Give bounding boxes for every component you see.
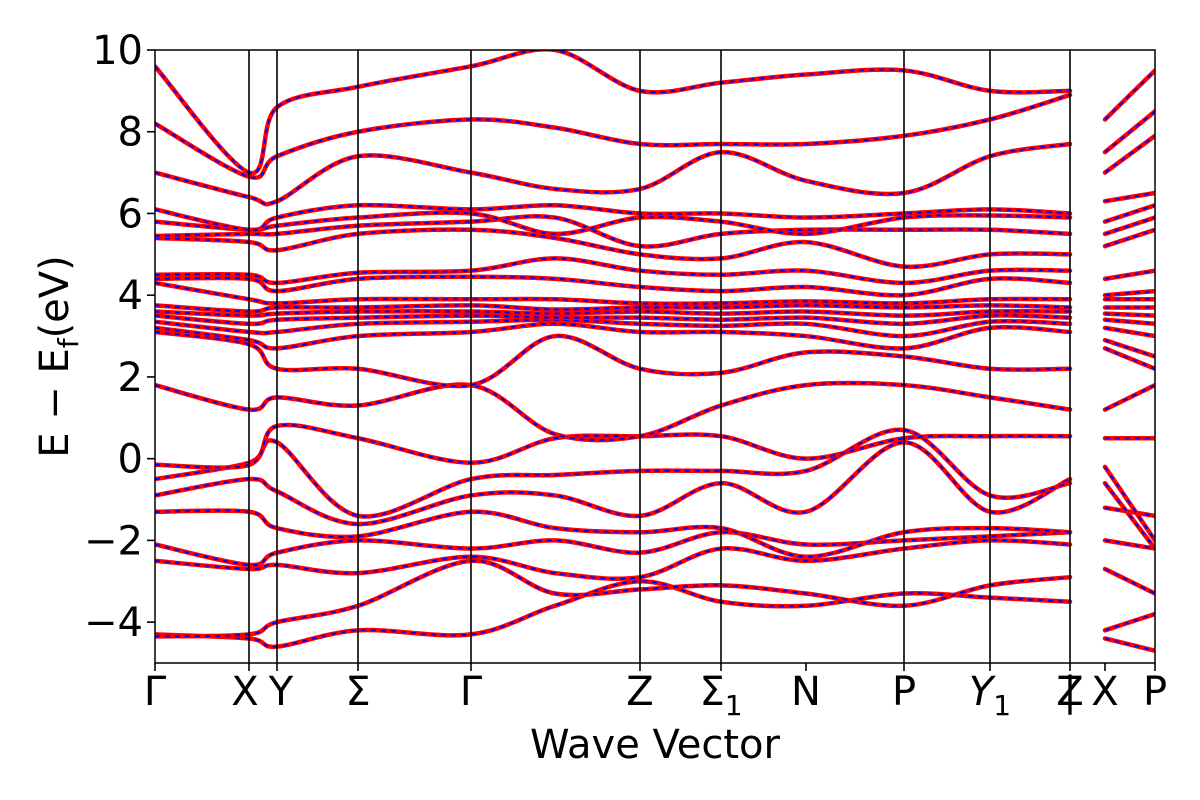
x-tick-label-9-sub: 1 <box>993 689 1011 722</box>
band-16-seg-1-blue <box>1104 290 1155 297</box>
band-11-seg-1-blue <box>1104 326 1155 338</box>
y-axis: −4 −2 0 2 4 6 8 10 <box>84 28 155 646</box>
x-tick-label-3: Σ <box>345 669 370 715</box>
band-1-seg-0-blue <box>155 559 1071 638</box>
band-8-seg-1-red <box>1102 382 1155 412</box>
x-tick-label-12: P <box>1143 669 1167 715</box>
band-23-seg-0-red <box>155 92 1073 180</box>
band-10-seg-0-red <box>155 321 1073 351</box>
x-axis: Γ X Y Σ Γ Z Σ1 N P Y1 Z X P| <box>144 663 1167 722</box>
x-tick-label-2-main: Y <box>268 669 294 715</box>
path-break-label: | <box>1063 669 1076 715</box>
y-tick-label-0: −4 <box>84 600 143 646</box>
y-tick-label-7: 10 <box>92 28 143 74</box>
x-tick-label-3-main: Σ <box>345 669 370 715</box>
x-tick-label-4: Γ <box>460 669 483 715</box>
band-6-seg-0-red <box>155 427 1073 519</box>
x-tick-label-4-main: Γ <box>460 669 483 715</box>
band-20-seg-1-blue <box>1104 204 1155 223</box>
band-9-seg-1-blue <box>1104 347 1155 370</box>
x-tick-label-0: Γ <box>144 669 167 715</box>
plot-frame <box>154 49 1156 664</box>
x-tick-label-12-main: P <box>1143 669 1167 715</box>
x-tick-label-7-main: N <box>791 669 821 715</box>
band-21-seg-0-blue <box>155 204 1071 231</box>
x-tick-label-6-main: Σ <box>699 669 724 715</box>
band-9-seg-1-red <box>1102 346 1155 372</box>
band-13-seg-0-red <box>155 308 1073 318</box>
band-22-seg-0-red <box>155 141 1073 207</box>
y-tick-label-4: 4 <box>118 273 143 319</box>
band-18-seg-0-red <box>155 227 1073 270</box>
bands-layer <box>155 50 1155 653</box>
x-tick-label-9: Y1 <box>969 669 1011 722</box>
x-tick-label-10: Z <box>1056 669 1083 715</box>
y-axis-title-unit: (eV) <box>32 255 78 338</box>
band-4-seg-0-blue <box>155 509 1071 558</box>
band-2-seg-0-blue <box>155 539 1071 580</box>
band-22-seg-1-blue <box>1104 135 1155 174</box>
band-21-seg-1-blue <box>1104 192 1155 203</box>
x-tick-label-6-sub: 1 <box>725 689 743 722</box>
band-13-seg-1-blue <box>1104 312 1155 317</box>
x-tick-label-1: X <box>231 669 258 715</box>
band-23-seg-0-blue <box>155 93 1071 179</box>
band-8-seg-0-red <box>155 380 1073 443</box>
y-tick-label-5: 6 <box>118 191 143 237</box>
band-1-seg-0-red <box>155 558 1073 639</box>
x-tick-label-10-main: Z <box>1056 669 1083 715</box>
x-tick-label-5: Z <box>626 669 653 715</box>
x-tick-label-9-main: Y <box>969 669 997 715</box>
band-4-seg-1-blue <box>1104 506 1155 517</box>
band-17-seg-0-red <box>155 256 1073 286</box>
x-tick-label-11: X <box>1091 669 1118 715</box>
x-tick-label-0-main: Γ <box>144 669 167 715</box>
band-8-seg-1-blue <box>1104 384 1155 411</box>
band-23-seg-1-blue <box>1104 110 1155 153</box>
x-axis-title: Wave Vector <box>530 722 781 768</box>
band-9-seg-0-red <box>155 329 1073 389</box>
band-2-seg-1-red <box>1102 566 1155 596</box>
band-3-seg-0-blue <box>155 531 1071 566</box>
y-axis-title-main: E − E <box>32 348 78 458</box>
x-tick-label-8: P <box>892 669 916 715</box>
band-8-seg-0-blue <box>155 382 1071 442</box>
x-tick-label-1-main: X <box>231 669 258 715</box>
band-24-seg-0-red <box>155 50 1073 176</box>
band-3-seg-1-blue <box>1104 539 1155 550</box>
band-18-seg-1-blue <box>1104 228 1155 248</box>
y-tick-label-2: 0 <box>118 437 143 483</box>
band-10-seg-1-blue <box>1104 339 1155 358</box>
band-12-seg-1-blue <box>1104 318 1155 325</box>
x-tick-label-5-main: Z <box>626 669 653 715</box>
y-tick-label-6: 8 <box>118 110 143 156</box>
band-24-seg-1-blue <box>1104 69 1155 121</box>
x-tick-label-8-main: P <box>892 669 916 715</box>
band-2-seg-1-blue <box>1104 568 1155 595</box>
high-symmetry-lines <box>248 50 1071 663</box>
band-1-seg-1-blue <box>1104 613 1155 632</box>
y-axis-title: E − Ef(eV) <box>32 255 85 458</box>
band-6-seg-1-blue <box>1104 466 1155 541</box>
x-tick-label-11-main: X <box>1091 669 1118 715</box>
y-tick-label-3: 2 <box>118 355 143 401</box>
x-tick-label-7: N <box>791 669 821 715</box>
band-19-seg-1-blue <box>1104 216 1155 235</box>
y-tick-label-1: −2 <box>84 518 143 564</box>
y-axis-title-subscript: f <box>52 337 85 348</box>
band-17-seg-1-blue <box>1104 269 1155 280</box>
x-tick-label-6: Σ1 <box>699 669 742 722</box>
band-0-seg-1-blue <box>1104 637 1155 652</box>
band-22-seg-0-blue <box>155 143 1071 206</box>
x-tick-label-2: Y <box>268 669 294 715</box>
band-24-seg-0-blue <box>155 50 1071 174</box>
band-5-seg-1-blue <box>1104 482 1155 550</box>
